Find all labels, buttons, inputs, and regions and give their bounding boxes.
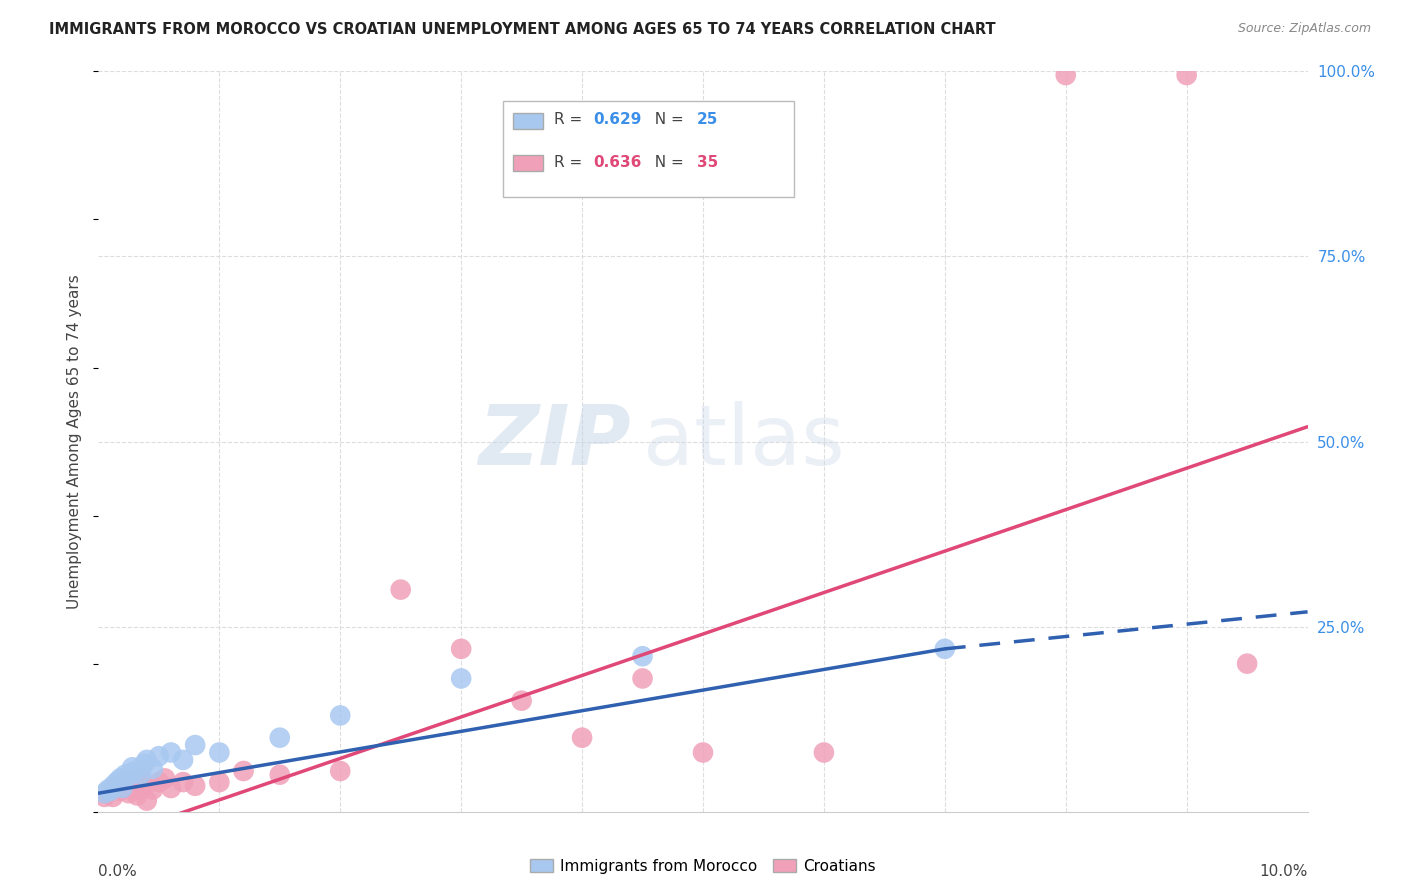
Point <box>184 738 207 752</box>
Text: 10.0%: 10.0% <box>1260 863 1308 879</box>
Point <box>148 749 170 764</box>
Point <box>105 775 128 789</box>
Text: N =: N = <box>645 155 689 169</box>
Point <box>389 582 412 597</box>
Point <box>124 782 146 797</box>
Point <box>631 649 654 664</box>
Point <box>631 672 654 686</box>
Point <box>329 764 352 778</box>
Point <box>571 731 593 745</box>
Point <box>1236 657 1258 671</box>
Text: 0.0%: 0.0% <box>98 863 138 879</box>
Text: Source: ZipAtlas.com: Source: ZipAtlas.com <box>1237 22 1371 36</box>
Point <box>114 767 136 781</box>
Point <box>208 775 231 789</box>
Text: 25: 25 <box>697 112 718 127</box>
Point <box>172 775 194 789</box>
Point <box>142 782 165 797</box>
Point <box>135 753 157 767</box>
Text: atlas: atlas <box>643 401 844 482</box>
Point <box>142 762 165 776</box>
Point <box>329 708 352 723</box>
Point <box>97 786 120 800</box>
Point <box>160 780 183 795</box>
Text: N =: N = <box>645 112 689 127</box>
Point <box>1175 68 1198 82</box>
Point <box>450 672 472 686</box>
Legend: Immigrants from Morocco, Croatians: Immigrants from Morocco, Croatians <box>524 853 882 880</box>
Point <box>129 767 152 781</box>
Text: IMMIGRANTS FROM MOROCCO VS CROATIAN UNEMPLOYMENT AMONG AGES 65 TO 74 YEARS CORRE: IMMIGRANTS FROM MOROCCO VS CROATIAN UNEM… <box>49 22 995 37</box>
Point <box>111 780 134 795</box>
Point <box>93 789 115 804</box>
Point <box>93 786 115 800</box>
Text: ZIP: ZIP <box>478 401 630 482</box>
Point <box>269 767 291 781</box>
Point <box>148 775 170 789</box>
FancyBboxPatch shape <box>503 101 793 197</box>
Point <box>269 731 291 745</box>
Text: R =: R = <box>554 112 588 127</box>
Point <box>1054 68 1077 82</box>
Point <box>100 784 122 798</box>
Point <box>100 782 122 797</box>
Point <box>134 779 156 793</box>
Point <box>105 779 128 793</box>
Point <box>101 779 124 793</box>
Point <box>134 756 156 771</box>
Point <box>160 746 183 760</box>
Point <box>108 784 131 798</box>
Point <box>118 786 141 800</box>
Point <box>208 746 231 760</box>
Point <box>124 764 146 778</box>
Point <box>127 789 149 803</box>
Point <box>118 769 141 783</box>
Point <box>97 782 120 797</box>
Point <box>813 746 835 760</box>
Point <box>153 772 176 786</box>
Point <box>510 694 533 708</box>
Text: R =: R = <box>554 155 588 169</box>
Point <box>184 779 207 793</box>
Point <box>692 746 714 760</box>
Point <box>450 641 472 656</box>
Point <box>121 760 143 774</box>
Point <box>129 772 152 786</box>
Point <box>114 775 136 789</box>
Text: 0.636: 0.636 <box>593 155 641 169</box>
Text: 35: 35 <box>697 155 718 169</box>
Point <box>101 789 124 804</box>
Text: 0.629: 0.629 <box>593 112 641 127</box>
Point <box>121 776 143 790</box>
FancyBboxPatch shape <box>513 112 543 129</box>
Point <box>232 764 254 778</box>
Point <box>172 753 194 767</box>
Point <box>135 794 157 808</box>
Point <box>108 772 131 786</box>
Point <box>934 641 956 656</box>
FancyBboxPatch shape <box>513 155 543 171</box>
Y-axis label: Unemployment Among Ages 65 to 74 years: Unemployment Among Ages 65 to 74 years <box>67 274 83 609</box>
Point <box>111 780 134 795</box>
